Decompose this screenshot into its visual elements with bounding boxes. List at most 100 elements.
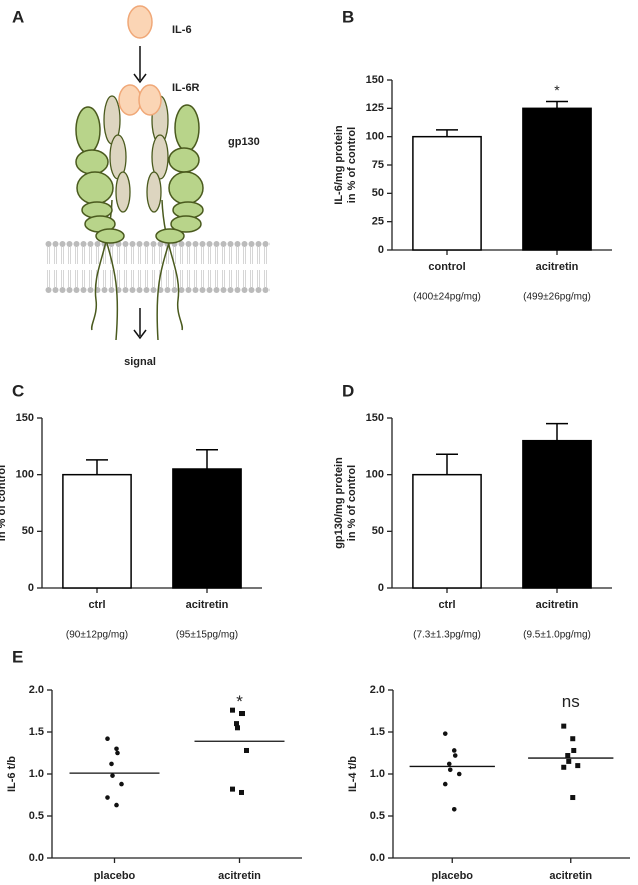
y-axis-label: IL-6/mg protein [333, 125, 345, 205]
point [110, 773, 115, 778]
point [570, 736, 576, 742]
y-tick-label: 125 [366, 102, 384, 114]
point [244, 747, 249, 753]
point [230, 707, 235, 713]
point [234, 721, 239, 727]
x-tick-label: acitretin [218, 870, 261, 882]
point [451, 748, 457, 753]
gp130-domains [75, 104, 204, 244]
annotation: * [554, 82, 560, 98]
point [566, 758, 572, 764]
x-tick-label: acitretin [536, 261, 579, 273]
y-tick-label: 100 [366, 131, 384, 143]
x-tick-label: ctrl [438, 599, 455, 611]
x-tick-label: acitretin [549, 870, 592, 882]
category-note: (499±26pg/mg) [523, 292, 591, 303]
y-tick-label: 150 [366, 412, 384, 424]
point [230, 786, 235, 792]
y-axis-label: IL-4 t/b [347, 756, 359, 792]
il6r-shape [138, 84, 162, 116]
bar [522, 439, 592, 589]
x-tick-label: acitretin [186, 599, 229, 611]
bar [522, 107, 592, 251]
y-tick-label: 150 [16, 412, 34, 424]
point [561, 723, 567, 729]
y-axis-label: in % of control [346, 465, 358, 541]
arrow-head [133, 329, 147, 340]
point [575, 763, 581, 769]
annotation: ns [562, 692, 580, 711]
y-tick-label: 75 [372, 159, 384, 171]
point [240, 711, 245, 717]
x-tick-label: placebo [431, 870, 473, 882]
point [565, 753, 571, 759]
y-tick-label: 25 [372, 216, 384, 228]
y-tick-label: 1.5 [29, 726, 44, 738]
membrane [45, 240, 270, 294]
x-tick-label: acitretin [536, 599, 579, 611]
y-tick-label: 0 [28, 582, 34, 594]
panel-letter: C [12, 381, 24, 400]
point [114, 746, 119, 752]
point [105, 795, 110, 800]
category-note: (400±24pg/mg) [413, 292, 481, 303]
x-tick-label: placebo [94, 870, 136, 882]
receptor-label: IL-6R [172, 82, 200, 94]
point [119, 781, 124, 787]
y-tick-label: 100 [16, 469, 34, 481]
diagram: A IL-6 IL-6R gp130 signal [12, 5, 270, 368]
y-tick-label: 0 [378, 244, 384, 256]
point [442, 731, 448, 736]
panel-letter: B [342, 7, 354, 26]
y-tick-label: 50 [372, 187, 384, 199]
category-note: (7.3±1.3pg/mg) [413, 630, 481, 641]
panel-letter: D [342, 381, 354, 400]
category-note: (95±15pg/mg) [176, 630, 238, 641]
y-tick-label: 0.5 [370, 810, 385, 822]
bar [412, 473, 482, 589]
y-axis-label: in % of control [346, 127, 358, 203]
category-note: (90±12pg/mg) [66, 630, 128, 641]
y-tick-label: 2.0 [29, 684, 44, 696]
point [109, 761, 114, 767]
transducer-label: gp130 [228, 136, 260, 148]
point [451, 806, 457, 812]
point [235, 725, 240, 731]
x-tick-label: ctrl [88, 599, 105, 611]
y-tick-label: 2.0 [370, 684, 385, 696]
y-tick-label: 150 [366, 74, 384, 86]
point [105, 736, 110, 742]
arrow-head [133, 73, 147, 84]
point [452, 753, 458, 758]
y-tick-label: 50 [22, 525, 34, 537]
y-tick-label: 0.0 [370, 852, 385, 864]
annotation: * [236, 692, 243, 711]
y-tick-label: 1.0 [29, 768, 44, 780]
y-tick-label: 1.0 [370, 768, 385, 780]
x-tick-label: control [428, 261, 465, 273]
category-note: (9.5±1.0pg/mg) [523, 630, 591, 641]
y-tick-label: 50 [372, 525, 384, 537]
y-axis-label: IL-6 t/b [6, 756, 18, 792]
point [456, 771, 462, 777]
point [561, 764, 567, 770]
point [239, 789, 244, 795]
point [115, 750, 120, 756]
output-label: signal [124, 356, 156, 368]
y-tick-label: 100 [366, 469, 384, 481]
point [571, 747, 577, 753]
point [446, 761, 452, 767]
il6-shape [127, 5, 153, 39]
il6r-shape [118, 84, 142, 116]
y-axis-label: in % of control [0, 465, 8, 541]
y-tick-label: 0 [378, 582, 384, 594]
ligand-label: IL-6 [172, 24, 192, 36]
point [114, 802, 119, 808]
y-tick-label: 0.5 [29, 810, 44, 822]
point [570, 795, 576, 801]
panel-letter: E [12, 647, 23, 666]
bar [172, 468, 242, 589]
panel-letter: A [12, 7, 24, 26]
y-tick-label: 0.0 [29, 852, 44, 864]
